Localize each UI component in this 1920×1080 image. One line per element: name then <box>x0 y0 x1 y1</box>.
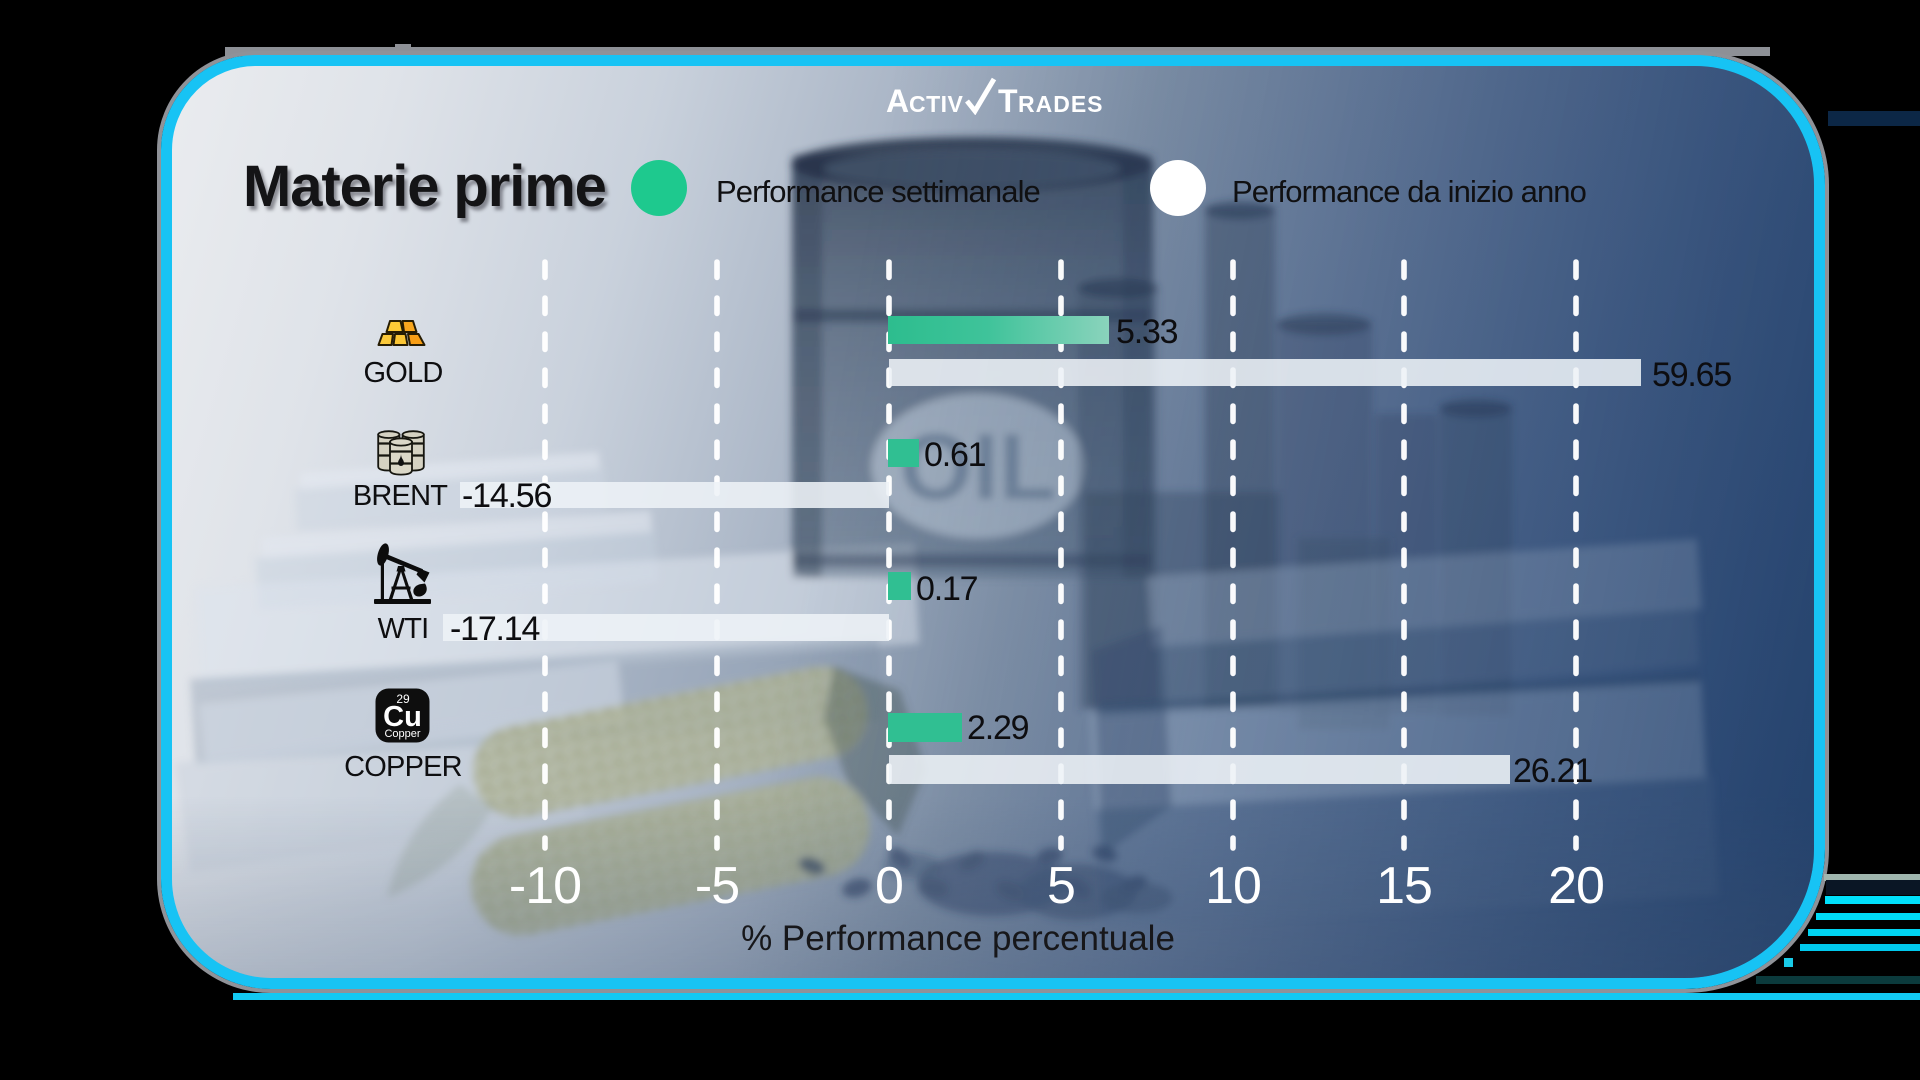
svg-text:29: 29 <box>396 692 410 706</box>
svg-text:Copper: Copper <box>384 728 420 740</box>
svg-text:Cu: Cu <box>383 701 422 733</box>
